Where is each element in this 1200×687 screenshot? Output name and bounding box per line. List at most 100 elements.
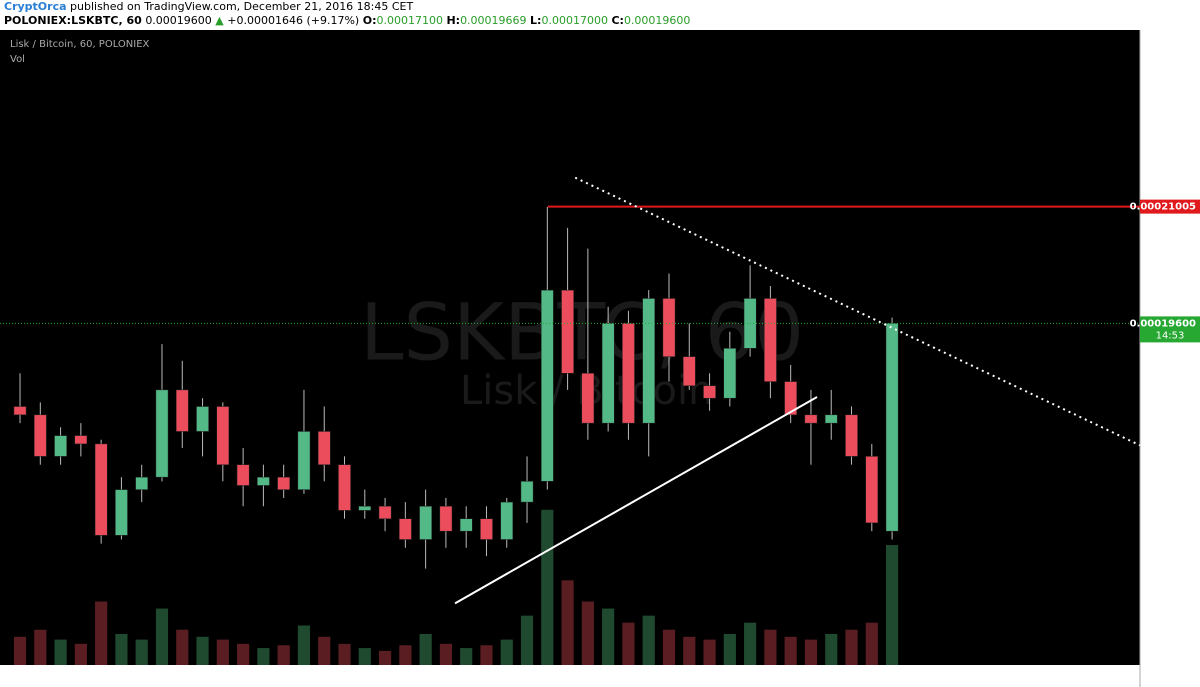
candle-body [662, 298, 676, 357]
legend: Lisk / Bitcoin, 60, POLONIEX [10, 39, 150, 50]
close: 0.00019600 [623, 14, 691, 27]
candle-body [885, 323, 899, 532]
time-axis [0, 665, 1140, 687]
symbol-line: POLONIEX:LSKBTC, 60 0.00019600 ▲ +0.0000… [4, 14, 690, 28]
change: +0.00001646 (+9.17%) [227, 14, 360, 27]
trend-line [454, 396, 818, 605]
candle-body [561, 289, 574, 374]
volume-bar [54, 639, 67, 665]
candle-body [317, 431, 331, 465]
volume-bar [683, 636, 696, 665]
open-label: O: [362, 14, 377, 27]
candle-body [824, 414, 838, 424]
volume-bar [439, 643, 452, 665]
candle-body [703, 385, 716, 399]
volume-bar [297, 625, 311, 665]
volume-bar [622, 622, 635, 665]
candle-body [601, 323, 615, 424]
volume-bar [237, 643, 250, 665]
volume-bar [500, 639, 513, 665]
last-price-label: 0.00019600 [1130, 318, 1196, 329]
candle-body [540, 289, 554, 482]
last: 0.00019600 [145, 14, 212, 27]
candle-body [74, 435, 88, 445]
volume-bar [885, 545, 899, 665]
volume-bar [338, 643, 351, 665]
candle-body [216, 406, 230, 465]
candle-body [196, 406, 209, 432]
candle-body [459, 518, 473, 532]
arrow: ▲ [215, 14, 224, 27]
volume-bar [135, 639, 148, 665]
candle-body [723, 348, 737, 399]
volume-bar [115, 633, 128, 665]
candle-body [277, 476, 291, 490]
candle-body [500, 501, 514, 540]
candle-body [155, 389, 169, 478]
volume-bar [480, 645, 493, 665]
volume-bar [95, 601, 108, 665]
volume-bar [277, 645, 290, 665]
resistance-tag [1140, 199, 1200, 214]
volume-bar [378, 650, 392, 665]
candle-body [257, 476, 270, 486]
volume-bar [561, 580, 574, 665]
volume-bar [176, 629, 189, 665]
candle-body [115, 489, 128, 536]
volume-bar [460, 648, 473, 665]
volume-bar [845, 629, 858, 665]
volume-bar [784, 636, 797, 665]
high-label: H: [446, 14, 461, 27]
low-label: L: [530, 14, 542, 27]
candle-body [581, 373, 595, 424]
candle-body [175, 389, 189, 432]
publish-line: CryptOrca published on TradingView.com, … [4, 0, 690, 14]
candle-body [399, 518, 412, 540]
volume-legend: Vol [10, 54, 25, 65]
candle-body [338, 464, 351, 511]
candle-body [378, 506, 392, 519]
volume-bar [602, 608, 615, 665]
candle-body [13, 406, 27, 416]
volume-bar [318, 636, 331, 665]
volume-bar [744, 622, 757, 665]
candle-body [419, 506, 432, 540]
published: published on TradingView.com, December 2… [70, 0, 414, 13]
last-price-tag [1140, 316, 1200, 343]
candle-body [439, 506, 453, 532]
publisher[interactable]: CryptOrca [4, 0, 67, 13]
volume-bar [764, 629, 777, 665]
candle-body [764, 298, 777, 382]
trend-line [574, 176, 1141, 447]
volume-bar [257, 648, 270, 665]
volume-bar [703, 639, 716, 665]
volume-bar [419, 633, 432, 665]
volume-bar [825, 633, 838, 665]
candle-body [520, 481, 534, 503]
volume-bar [358, 648, 371, 665]
volume-bar [216, 639, 229, 665]
volume-bar [723, 633, 736, 665]
candle-body [236, 464, 250, 486]
resistance-label: 0.00021005 [1130, 202, 1196, 213]
header: CryptOrca published on TradingView.com, … [4, 0, 690, 28]
volume-bar [34, 629, 47, 665]
candle-body [94, 443, 108, 536]
watermark-symbol: LSKBTC, 60 [360, 288, 804, 378]
candle-body [33, 414, 47, 457]
candle-body [135, 476, 149, 490]
candle-body [297, 431, 311, 490]
volume-bar [399, 645, 412, 665]
volume-bar [865, 622, 878, 665]
candle-body [682, 356, 696, 386]
candle-body [865, 456, 879, 524]
candle-body [784, 381, 798, 416]
volume-bar [662, 629, 676, 665]
low: 0.00017000 [541, 14, 608, 27]
candle-body [642, 298, 656, 424]
open: 0.00017100 [376, 14, 443, 27]
candle-body [54, 435, 67, 457]
volume-bar [520, 615, 534, 665]
symbol: POLONIEX:LSKBTC, 60 [4, 14, 142, 27]
